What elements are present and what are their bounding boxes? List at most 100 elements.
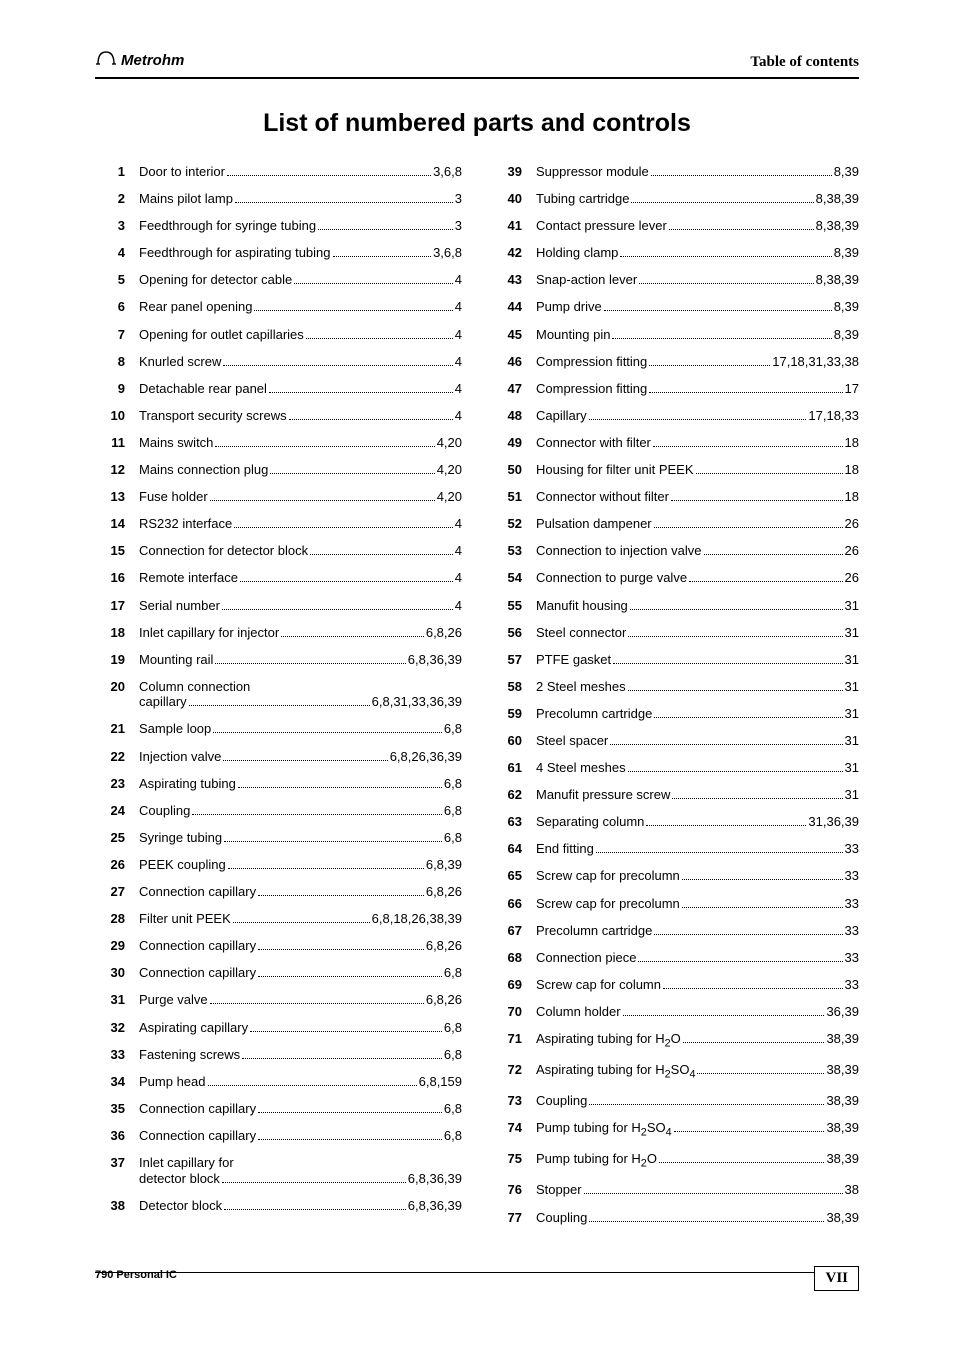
leader-dots [258, 1139, 442, 1140]
entry-number: 75 [492, 1151, 536, 1167]
leader-dots [654, 527, 843, 528]
entry-pages: 6,8,36,39 [408, 1198, 462, 1214]
entry-label: Opening for detector cable [139, 272, 292, 288]
entry-number: 6 [95, 299, 139, 315]
entry-pages: 38,39 [826, 1031, 859, 1047]
entry-label: Column holder [536, 1004, 621, 1020]
entry-number: 25 [95, 830, 139, 846]
leader-dots [646, 825, 806, 826]
index-entry: 73Coupling38,39 [492, 1093, 859, 1109]
page-footer: 790 Personal IC VII [95, 1265, 859, 1283]
entry-label-cont: capillary [139, 694, 187, 710]
entry-label: Mains connection plug [139, 462, 268, 478]
index-columns: 1Door to interior3,6,82Mains pilot lamp3… [95, 164, 859, 1237]
index-entry: 53Connection to injection valve26 [492, 543, 859, 559]
index-entry: 614 Steel meshes31 [492, 760, 859, 776]
entry-label: Filter unit PEEK [139, 911, 231, 927]
entry-number: 64 [492, 841, 536, 857]
entry-label: Precolumn cartridge [536, 706, 652, 722]
index-entry: 43Snap-action lever8,38,39 [492, 272, 859, 288]
entry-pages: 3 [455, 191, 462, 207]
entry-label: Serial number [139, 598, 220, 614]
entry-number: 65 [492, 868, 536, 884]
entry-pages: 6,8 [444, 776, 462, 792]
leader-dots [669, 229, 814, 230]
entry-pages: 6,8,26 [426, 992, 462, 1008]
index-entry: 35Connection capillary6,8 [95, 1101, 462, 1117]
entry-label: Pump head [139, 1074, 206, 1090]
entry-label: Purge valve [139, 992, 208, 1008]
leader-dots [234, 527, 453, 528]
left-column: 1Door to interior3,6,82Mains pilot lamp3… [95, 164, 462, 1237]
entry-label: Connection capillary [139, 1101, 256, 1117]
index-entry: 29Connection capillary6,8,26 [95, 938, 462, 954]
entry-number: 77 [492, 1210, 536, 1226]
leader-dots [258, 949, 424, 950]
index-entry: 39Suppressor module8,39 [492, 164, 859, 180]
page-number: VII [814, 1266, 859, 1291]
leader-dots [589, 1104, 824, 1105]
leader-dots [258, 895, 424, 896]
index-entry: 72Aspirating tubing for H2SO438,39 [492, 1062, 859, 1082]
entry-pages: 38,39 [826, 1120, 859, 1136]
entry-number: 4 [95, 245, 139, 261]
entry-number: 39 [492, 164, 536, 180]
entry-label: Fastening screws [139, 1047, 240, 1063]
leader-dots [306, 338, 453, 339]
header-section-title: Table of contents [750, 54, 859, 71]
leader-dots [696, 473, 843, 474]
entry-label: Housing for filter unit PEEK [536, 462, 694, 478]
index-entry: 59Precolumn cartridge31 [492, 706, 859, 722]
entry-number: 60 [492, 733, 536, 749]
entry-label: Connection to purge valve [536, 570, 687, 586]
index-entry: 27Connection capillary6,8,26 [95, 884, 462, 900]
index-entry: 36Connection capillary6,8 [95, 1128, 462, 1144]
entry-pages: 4 [455, 516, 462, 532]
entry-pages: 3,6,8 [433, 164, 462, 180]
entry-label: Connection for detector block [139, 543, 308, 559]
entry-label: Tubing cartridge [536, 191, 629, 207]
entry-pages: 31 [845, 625, 859, 641]
entry-label: Connection to injection valve [536, 543, 702, 559]
leader-dots [208, 1085, 417, 1086]
entry-label: Mounting pin [536, 327, 610, 343]
index-entry: 11Mains switch4,20 [95, 435, 462, 451]
entry-label: Fuse holder [139, 489, 208, 505]
leader-dots [628, 771, 843, 772]
leader-dots [689, 581, 842, 582]
entry-number: 8 [95, 354, 139, 370]
index-entry: 13Fuse holder4,20 [95, 489, 462, 505]
index-entry: 55Manufit housing31 [492, 598, 859, 614]
entry-pages: 3 [455, 218, 462, 234]
leader-dots [659, 1162, 825, 1163]
entry-label: Capillary [536, 408, 587, 424]
entry-number: 10 [95, 408, 139, 424]
entry-pages: 8,38,39 [816, 272, 859, 288]
entry-label: Pulsation dampener [536, 516, 652, 532]
index-entry: 50Housing for filter unit PEEK18 [492, 462, 859, 478]
leader-dots [612, 338, 831, 339]
entry-pages: 6,8,39 [426, 857, 462, 873]
entry-pages: 38,39 [826, 1210, 859, 1226]
leader-dots [238, 787, 442, 788]
leader-dots [223, 760, 387, 761]
leader-dots [704, 554, 843, 555]
leader-dots [649, 392, 842, 393]
entry-label: Aspirating tubing [139, 776, 236, 792]
entry-pages: 4 [455, 327, 462, 343]
leader-dots [222, 609, 453, 610]
leader-dots [584, 1193, 843, 1194]
entry-pages: 18 [845, 435, 859, 451]
leader-dots [294, 283, 453, 284]
entry-label: Knurled screw [139, 354, 221, 370]
leader-dots [639, 283, 813, 284]
index-entry: 70Column holder36,39 [492, 1004, 859, 1020]
entry-number: 71 [492, 1031, 536, 1047]
entry-number: 9 [95, 381, 139, 397]
entry-number: 28 [95, 911, 139, 927]
entry-number: 49 [492, 435, 536, 451]
index-entry: 76Stopper38 [492, 1182, 859, 1198]
leader-dots [683, 1042, 825, 1043]
leader-dots [270, 473, 434, 474]
leader-dots [697, 1073, 824, 1074]
